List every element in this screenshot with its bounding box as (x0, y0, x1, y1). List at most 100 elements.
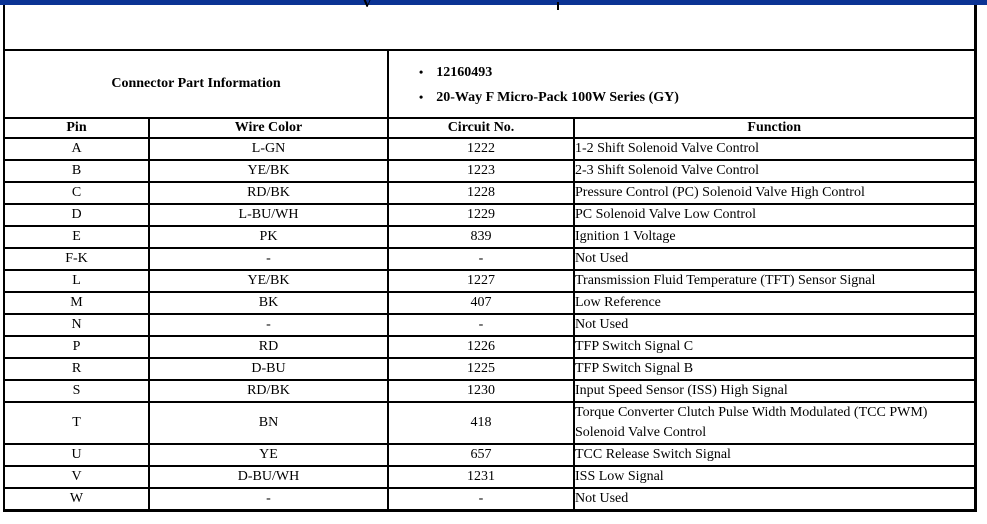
table-row-pin-v: V D-BU/WH 1231 ISS Low Signal (3, 465, 976, 489)
circuit-cell: 839 (387, 225, 575, 249)
table-row-pin-w: W - - Not Used (3, 487, 976, 512)
wire-color-cell: L-BU/WH (148, 203, 389, 227)
header-circuit-no: Circuit No. (387, 117, 575, 139)
circuit-cell: 1226 (387, 335, 575, 359)
circuit-cell: 1222 (387, 137, 575, 161)
part-number-text: 12160493 (436, 65, 493, 80)
wire-color-cell: YE/BK (148, 159, 389, 183)
header-function: Function (573, 117, 976, 139)
connector-series: • 20-Way F Micro-Pack 100W Series (GY) (419, 85, 973, 110)
pin-cell: D (3, 203, 150, 227)
connector-info-row: Connector Part Information • 12160493 • 20… (3, 49, 976, 119)
cropped-text-glyph: V (362, 0, 373, 11)
connector-part-info-values: • 12160493 • 20-Way F Micro-Pack 100W Seri… (387, 49, 976, 119)
wire-color-cell: L-GN (148, 137, 389, 161)
function-cell: Input Speed Sensor (ISS) High Signal (573, 379, 976, 403)
table-row-pin-a: A L-GN 1222 1-2 Shift Solenoid Valve Con… (3, 137, 976, 161)
connector-part-list: • 12160493 • 20-Way F Micro-Pack 100W Seri… (390, 58, 973, 110)
pin-cell: T (3, 401, 150, 445)
function-cell: 1-2 Shift Solenoid Valve Control (573, 137, 976, 161)
pin-cell: E (3, 225, 150, 249)
function-cell: Transmission Fluid Temperature (TFT) Sen… (573, 269, 976, 293)
circuit-cell: - (387, 487, 575, 512)
circuit-cell: 1231 (387, 465, 575, 489)
wire-color-cell: D-BU/WH (148, 465, 389, 489)
wire-color-cell: BN (148, 401, 389, 445)
pin-cell: N (3, 313, 150, 337)
table-row-pin-n: N - - Not Used (3, 313, 976, 337)
table-header-row: Pin Wire Color Circuit No. Function (3, 117, 976, 139)
wire-color-cell: RD/BK (148, 181, 389, 205)
circuit-cell: 657 (387, 443, 575, 467)
function-cell: TFP Switch Signal C (573, 335, 976, 359)
table-row-pin-e: E PK 839 Ignition 1 Voltage (3, 225, 976, 249)
table-row-pin-l: L YE/BK 1227 Transmission Fluid Temperat… (3, 269, 976, 293)
wire-color-cell: PK (148, 225, 389, 249)
circuit-cell: - (387, 313, 575, 337)
bullet-icon: • (419, 65, 424, 79)
wire-color-cell: - (148, 487, 389, 512)
table-row-pin-b: B YE/BK 1223 2-3 Shift Solenoid Valve Co… (3, 159, 976, 183)
wire-color-cell: YE (148, 443, 389, 467)
wire-color-cell: YE/BK (148, 269, 389, 293)
table-row-pin-t: T BN 418 Torque Converter Clutch Pulse W… (3, 401, 976, 445)
connector-pinout-table: Connector Part Information • 12160493 • 20… (3, 5, 977, 512)
table-row-pin-r: R D-BU 1225 TFP Switch Signal B (3, 357, 976, 381)
wire-color-cell: RD/BK (148, 379, 389, 403)
function-cell: Pressure Control (PC) Solenoid Valve Hig… (573, 181, 976, 205)
empty-top-row (3, 5, 976, 51)
pin-cell: A (3, 137, 150, 161)
function-cell: Not Used (573, 487, 976, 512)
function-cell: Low Reference (573, 291, 976, 315)
empty-cell (3, 5, 976, 51)
circuit-cell: 407 (387, 291, 575, 315)
wire-color-cell: - (148, 313, 389, 337)
pin-cell: L (3, 269, 150, 293)
wire-color-cell: - (148, 247, 389, 271)
pin-cell: C (3, 181, 150, 205)
function-cell: Not Used (573, 247, 976, 271)
wire-color-cell: BK (148, 291, 389, 315)
function-cell: 2-3 Shift Solenoid Valve Control (573, 159, 976, 183)
function-cell: Ignition 1 Voltage (573, 225, 976, 249)
function-cell: ISS Low Signal (573, 465, 976, 489)
connector-part-number: • 12160493 (419, 60, 973, 85)
function-cell: PC Solenoid Valve Low Control (573, 203, 976, 227)
pin-cell: U (3, 443, 150, 467)
pin-cell: W (3, 487, 150, 512)
circuit-cell: 418 (387, 401, 575, 445)
header-pin: Pin (3, 117, 150, 139)
pin-cell: V (3, 465, 150, 489)
pin-cell: B (3, 159, 150, 183)
pin-cell: M (3, 291, 150, 315)
pin-cell: F-K (3, 247, 150, 271)
circuit-cell: 1229 (387, 203, 575, 227)
function-cell: TFP Switch Signal B (573, 357, 976, 381)
table-row-pin-f-k: F-K - - Not Used (3, 247, 976, 271)
pin-cell: S (3, 379, 150, 403)
function-cell: Not Used (573, 313, 976, 337)
pin-cell: R (3, 357, 150, 381)
header-wire-color: Wire Color (148, 117, 389, 139)
wire-color-cell: RD (148, 335, 389, 359)
cropped-tick-mark (557, 2, 559, 10)
circuit-cell: 1225 (387, 357, 575, 381)
circuit-cell: 1230 (387, 379, 575, 403)
table-row-pin-m: M BK 407 Low Reference (3, 291, 976, 315)
top-blue-bar (0, 0, 987, 5)
series-text: 20-Way F Micro-Pack 100W Series (GY) (436, 90, 679, 105)
function-cell: TCC Release Switch Signal (573, 443, 976, 467)
function-cell: Torque Converter Clutch Pulse Width Modu… (573, 401, 976, 445)
circuit-cell: 1223 (387, 159, 575, 183)
table-row-pin-d: D L-BU/WH 1229 PC Solenoid Valve Low Con… (3, 203, 976, 227)
circuit-cell: 1227 (387, 269, 575, 293)
bullet-icon: • (419, 90, 424, 104)
circuit-cell: 1228 (387, 181, 575, 205)
table-row-pin-c: C RD/BK 1228 Pressure Control (PC) Solen… (3, 181, 976, 205)
circuit-cell: - (387, 247, 575, 271)
connector-part-info-label: Connector Part Information (3, 49, 389, 119)
table-row-pin-u: U YE 657 TCC Release Switch Signal (3, 443, 976, 467)
pin-cell: P (3, 335, 150, 359)
table-row-pin-s: S RD/BK 1230 Input Speed Sensor (ISS) Hi… (3, 379, 976, 403)
